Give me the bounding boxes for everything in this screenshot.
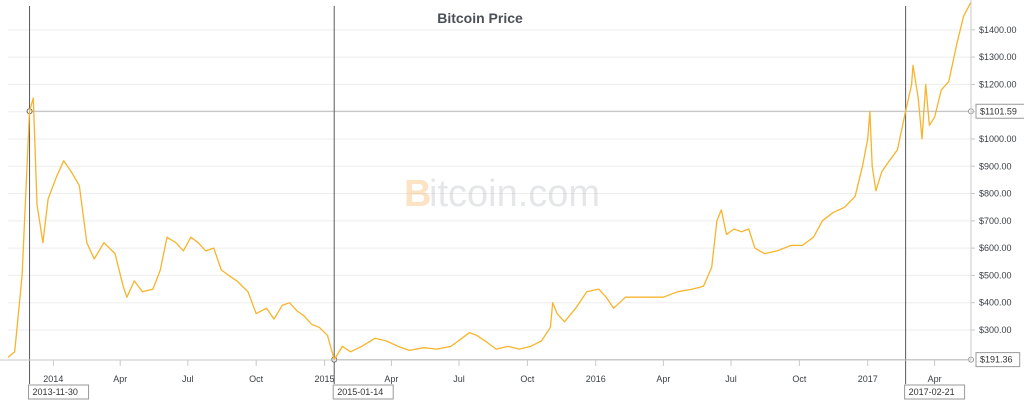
y-tick-label: $900.00 <box>979 161 1012 171</box>
price-label-box <box>975 352 1021 368</box>
date-label-box <box>904 384 966 400</box>
x-tick-label: Oct <box>792 374 807 384</box>
x-tick-label: Apr <box>113 374 127 384</box>
y-tick-label: $1000.00 <box>979 134 1017 144</box>
watermark-text: itcoin.com <box>429 173 600 215</box>
y-tick-label: $1400.00 <box>979 25 1017 35</box>
date-label: 2017-02-21 <box>909 387 955 397</box>
y-tick-label: $1200.00 <box>979 79 1017 89</box>
x-tick-label: 2015 <box>315 374 335 384</box>
y-axis: $300.00 $400.00 $500.00 $600.00 $700.00 $800.… <box>970 0 1017 360</box>
x-tick-label: Apr <box>384 374 398 384</box>
crosshair-labels: $1101.59 2013-11-30 $191.36 2015-01-14 2017-… <box>28 103 1024 400</box>
x-tick-label: Oct <box>249 374 264 384</box>
watermark: B itcoin.com <box>404 173 600 215</box>
y-tick-label: $800.00 <box>979 189 1012 199</box>
price-label: $1101.59 <box>980 106 1017 116</box>
date-label-box <box>28 384 90 400</box>
date-label-box <box>332 384 394 400</box>
x-tick-label: Jul <box>725 374 737 384</box>
x-tick-label: Apr <box>656 374 670 384</box>
y-tick-label: $700.00 <box>979 216 1012 226</box>
y-tick-label: $300.00 <box>979 325 1012 335</box>
x-tick-label: Oct <box>520 374 535 384</box>
y-tick-label: $500.00 <box>979 270 1012 280</box>
x-tick-label: 2014 <box>43 374 63 384</box>
y-tick-label: $600.00 <box>979 243 1012 253</box>
watermark-b: B <box>404 173 431 215</box>
x-tick-label: Apr <box>928 374 942 384</box>
x-tick-label: 2017 <box>858 374 878 384</box>
price-label-box <box>975 103 1024 119</box>
price-label: $191.36 <box>980 355 1013 365</box>
x-tick-label: Jul <box>182 374 194 384</box>
date-label: 2015-01-14 <box>337 387 383 397</box>
y-tick-label: $400.00 <box>979 298 1012 308</box>
x-tick-label: Jul <box>453 374 465 384</box>
x-tick-label: 2016 <box>586 374 606 384</box>
date-label: 2013-11-30 <box>33 387 78 397</box>
y-tick-label: $1300.00 <box>979 52 1017 62</box>
price-series-line <box>7 1 972 361</box>
x-axis: 2014 Apr Jul Oct 2015 Apr Jul Oct 2016 Apr Jul Oct 2… <box>0 359 971 384</box>
chart-title: Bitcoin Price <box>437 10 523 26</box>
